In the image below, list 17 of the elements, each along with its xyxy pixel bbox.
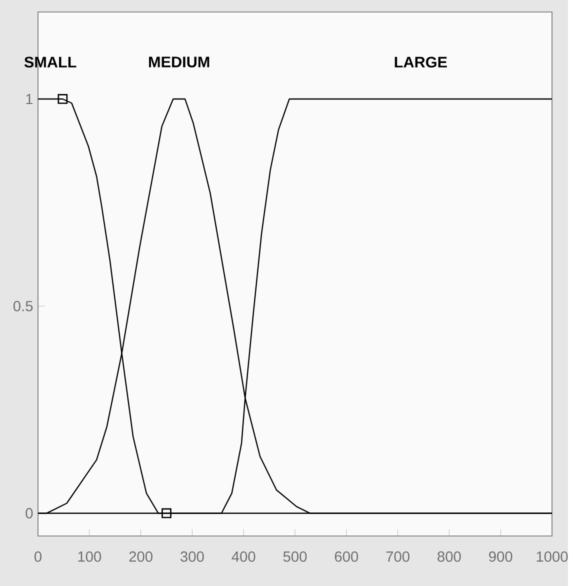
y-tick-label: 1 — [26, 94, 33, 104]
x-tick-label: 1000 — [536, 551, 568, 562]
x-tick-label: 0 — [34, 551, 42, 562]
x-tick-label: 300 — [180, 551, 204, 562]
x-tick-label: 400 — [232, 551, 256, 562]
x-tick-label: 200 — [129, 551, 153, 562]
text: MEDIUM — [149, 56, 210, 68]
text: SMALL — [24, 56, 76, 68]
x-tick-label: 100 — [78, 551, 102, 562]
x-tick-label: 800 — [438, 551, 461, 562]
x-tick-label: 600 — [335, 551, 358, 562]
y-tick-label: 0 — [26, 508, 33, 518]
x-tick-label: 700 — [386, 551, 410, 562]
y-tick-label: 0.5 — [14, 300, 33, 312]
x-tick-label: 900 — [489, 551, 512, 562]
text: LARGE — [394, 56, 448, 68]
x-tick-label: 500 — [283, 551, 307, 562]
